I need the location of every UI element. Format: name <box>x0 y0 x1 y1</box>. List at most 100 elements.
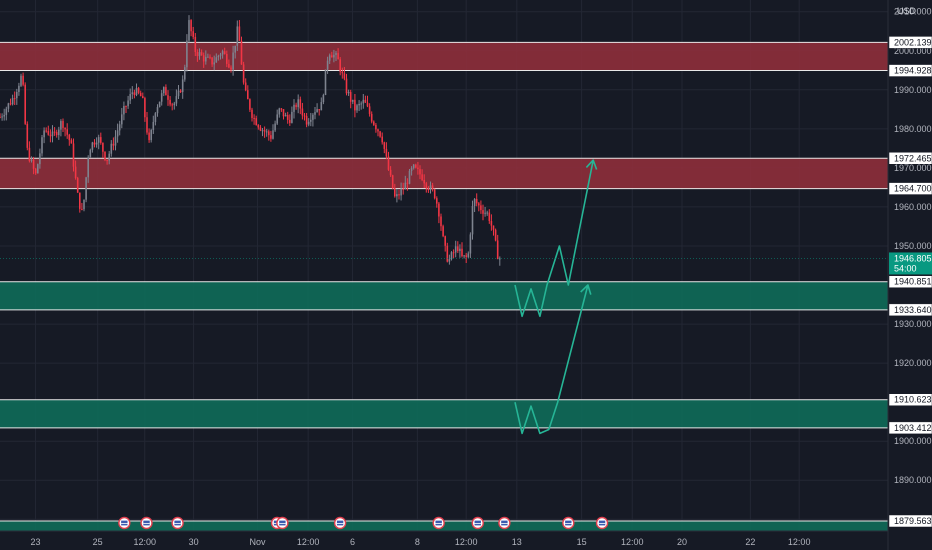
candle-body <box>478 203 480 206</box>
candle-body <box>375 124 377 130</box>
candle-body <box>11 98 14 105</box>
price-tick-label: 1950.000 <box>894 241 932 251</box>
candle-body <box>328 55 331 61</box>
candle-body <box>200 52 203 56</box>
candle-body <box>400 188 402 196</box>
event-flag-body <box>143 520 150 526</box>
candle-body <box>194 36 197 53</box>
event-flag-icon[interactable] <box>140 516 153 530</box>
candle-body <box>41 137 43 154</box>
event-flag-icon[interactable] <box>333 516 347 530</box>
price-label-value: 1964.700 <box>894 184 932 194</box>
price-label-box <box>888 421 932 435</box>
price-label-box <box>888 393 932 406</box>
candle-body <box>240 40 243 65</box>
event-flag-icon[interactable] <box>595 516 609 530</box>
event-flag-icon[interactable] <box>276 516 289 530</box>
event-flag-icon[interactable] <box>471 516 484 530</box>
event-flag-body <box>174 520 181 526</box>
candle-body <box>106 159 108 161</box>
candle-body <box>293 104 295 112</box>
candle-body <box>343 73 346 79</box>
candle-body <box>469 234 472 254</box>
candle-body <box>188 20 190 41</box>
candle-body <box>295 104 297 108</box>
resistance-zone <box>0 42 888 71</box>
candle-body <box>415 164 417 168</box>
event-flag-icon[interactable] <box>432 516 445 530</box>
candle-body <box>459 248 461 252</box>
candlestick-series <box>0 15 501 266</box>
candle-body <box>112 143 115 146</box>
candle-body <box>116 130 119 137</box>
candle-body <box>142 96 144 99</box>
event-flag-body <box>435 520 442 526</box>
candle-body <box>64 127 66 130</box>
candle-body <box>360 103 362 105</box>
currency-label[interactable]: USD <box>897 6 917 16</box>
candle-body <box>433 189 436 199</box>
time-tick-label: 12:00 <box>297 537 320 547</box>
candle-body <box>7 103 10 109</box>
candle-body <box>192 31 194 37</box>
event-flag-icon[interactable] <box>562 516 575 530</box>
time-tick-label: 25 <box>93 537 103 547</box>
event-flag-icon[interactable] <box>498 516 511 530</box>
candle-body <box>406 182 409 184</box>
candle-body <box>205 56 207 62</box>
candle-body <box>417 167 419 170</box>
candle-body <box>230 67 232 70</box>
candle-body <box>249 99 251 110</box>
support-zone <box>0 399 888 428</box>
projection-arrowhead <box>580 284 592 295</box>
candle-body <box>276 114 278 124</box>
candle-body <box>347 92 350 94</box>
candle-body <box>66 129 68 135</box>
candle-body <box>396 194 398 197</box>
candle-body <box>247 90 249 100</box>
candle-body <box>16 91 18 99</box>
candle-body <box>410 168 413 171</box>
price-label-box <box>888 514 932 528</box>
candle-body <box>272 130 274 139</box>
candle-body <box>104 151 106 160</box>
candle-body <box>158 101 161 108</box>
time-tick-label: 15 <box>577 537 587 547</box>
candle-body <box>169 99 171 105</box>
event-flag-body <box>279 520 286 526</box>
candle-body <box>156 107 159 114</box>
time-tick-label: 20 <box>677 537 687 547</box>
candle-body <box>318 109 320 111</box>
time-axis[interactable]: 23 25 12:00 30 Nov 12:00 6 8 12:00 13 15 12:00 20 22 1… <box>31 537 811 547</box>
projection-path <box>514 159 594 318</box>
time-tick-label: 22 <box>745 537 755 547</box>
price-label-box <box>888 275 932 288</box>
candle-body <box>148 132 150 141</box>
candle-body <box>431 185 434 190</box>
candle-body <box>394 188 396 197</box>
event-flag-icon[interactable] <box>118 516 131 530</box>
candle-body <box>335 53 337 55</box>
candle-body <box>53 131 56 133</box>
candle-body <box>423 180 425 184</box>
candle-body <box>454 246 457 253</box>
event-flag-icon[interactable] <box>171 516 184 530</box>
candle-body <box>163 87 165 94</box>
candle-body <box>244 82 247 91</box>
candle-body <box>85 177 87 200</box>
candle-body <box>421 174 423 181</box>
price-label-value: 2002.139 <box>894 37 932 47</box>
candle-body <box>383 142 386 149</box>
candle-body <box>39 153 41 165</box>
candle-body <box>100 137 102 143</box>
candle-body <box>186 40 188 68</box>
candle-body <box>268 131 270 136</box>
candle-body <box>412 164 415 169</box>
candle-body <box>480 205 482 211</box>
candle-body <box>461 248 463 257</box>
event-flag-body <box>121 520 128 526</box>
candle-body <box>118 124 121 131</box>
candle-body <box>496 240 499 260</box>
candle-body <box>284 114 287 117</box>
